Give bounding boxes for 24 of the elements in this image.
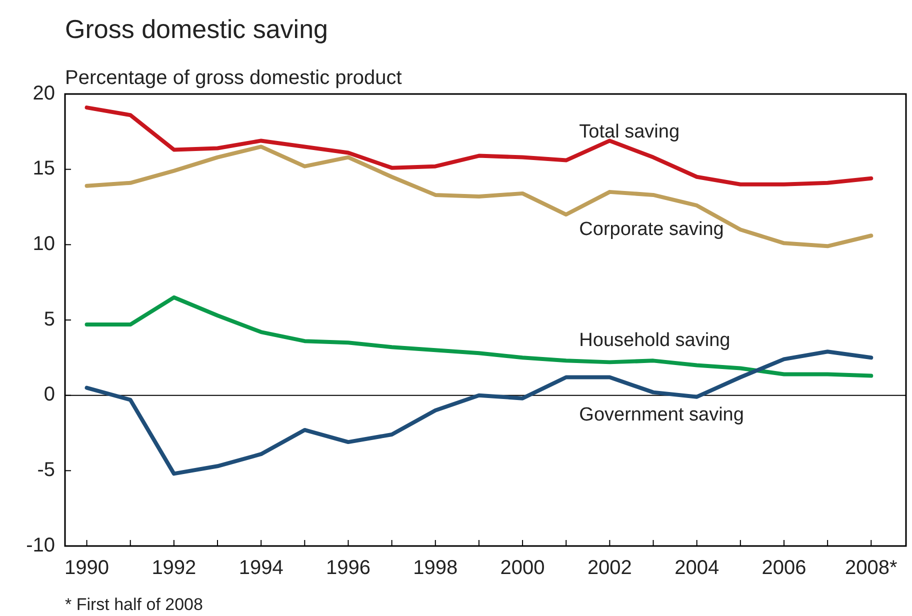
x-tick-label: 2000 <box>500 557 545 579</box>
x-tick-label: 1994 <box>238 557 284 579</box>
series-label: Household saving <box>579 330 730 352</box>
x-tick-label: 2006 <box>762 557 806 579</box>
series-label: Total saving <box>579 121 680 142</box>
x-tick-label: 2004 <box>674 557 720 579</box>
x-tick-label: 1992 <box>152 557 196 579</box>
y-tick-label: 20 <box>32 82 55 104</box>
series-label: Corporate saving <box>579 218 724 240</box>
x-tick-label: 1998 <box>413 557 458 579</box>
y-tick-label: 15 <box>32 158 55 180</box>
y-tick-label: 5 <box>44 308 55 330</box>
y-axis-title: Percentage of gross domestic product <box>65 67 402 89</box>
y-tick-label: 0 <box>44 384 55 406</box>
series-label: Government saving <box>579 404 744 426</box>
chart-title: Gross domestic saving <box>65 14 328 44</box>
y-tick-label: 10 <box>32 232 55 255</box>
x-tick-label: 2002 <box>587 557 632 579</box>
y-tick-label: -5 <box>37 458 55 481</box>
y-tick-label: -10 <box>26 534 55 556</box>
x-tick-label: 1996 <box>326 557 370 579</box>
x-tick-label: 2008* <box>845 557 898 579</box>
x-tick-label: 1990 <box>64 557 110 579</box>
text: * First half of 2008 <box>65 595 203 614</box>
